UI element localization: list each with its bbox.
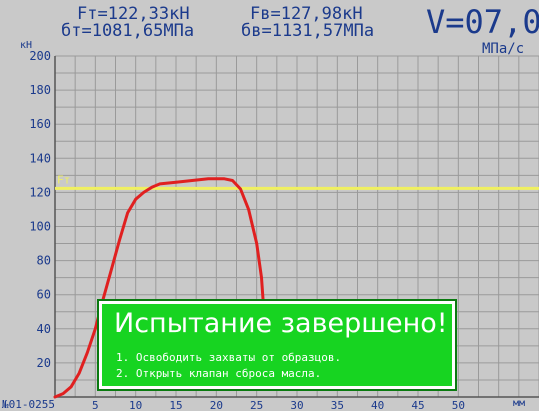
- y-tick-label: 80: [37, 254, 51, 268]
- x-tick-label: 30: [290, 399, 303, 411]
- x-tick-label: 35: [331, 399, 344, 411]
- x-tick-label: 20: [210, 399, 223, 411]
- x-tick-label: 50: [452, 399, 465, 411]
- x-tick-label: 10: [129, 399, 142, 411]
- st-readout: бт=1081,65МПа: [61, 21, 195, 41]
- speed-unit: МПа/с: [482, 41, 525, 57]
- y-tick-label: 140: [29, 151, 51, 165]
- dialog-title: Испытание завершено!: [114, 308, 448, 339]
- y-tick-label: 20: [37, 356, 51, 370]
- y-tick-label: 200: [29, 49, 51, 63]
- y-tick-label: 40: [37, 322, 51, 336]
- ft-readout: Fт=122,33кН: [77, 4, 190, 24]
- y-tick-label: 160: [29, 117, 51, 131]
- speed-readout: V=07,0: [426, 3, 539, 41]
- x-tick-label: 5: [92, 399, 99, 411]
- y-tick-label: 100: [29, 220, 51, 234]
- test-number: №01-0255: [2, 398, 55, 411]
- y-tick-label: 60: [37, 288, 51, 302]
- x-tick-label: 40: [371, 399, 384, 411]
- x-tick-label: 25: [250, 399, 263, 411]
- y-tick-label: 180: [29, 83, 51, 97]
- y-axis-unit: кН: [20, 40, 33, 51]
- x-axis-unit: мм: [513, 398, 526, 409]
- test-complete-dialog[interactable]: Испытание завершено! 1. Освободить захва…: [99, 301, 455, 389]
- sb-readout: бв=1131,57МПа: [241, 21, 375, 41]
- ft-reference-label: Fт: [57, 173, 70, 186]
- y-tick-label: 120: [29, 185, 51, 199]
- fb-readout: Fв=127,98кН: [250, 4, 363, 24]
- x-tick-label: 45: [411, 399, 424, 411]
- dialog-instruction-2: 2. Открыть клапан сброса масла.: [116, 367, 322, 380]
- force-curve: [53, 177, 266, 399]
- dialog-instruction-1: 1. Освободить захваты от образцов.: [116, 351, 342, 364]
- x-tick-label: 15: [169, 399, 182, 411]
